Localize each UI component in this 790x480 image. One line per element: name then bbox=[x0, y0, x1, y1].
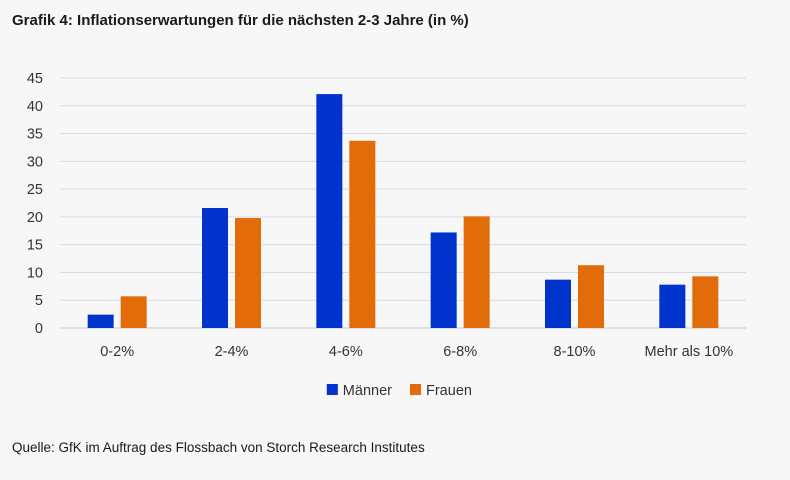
x-axis-ticks: 0-2% 2-4% 4-6% 6-8% 8-10% Mehr als 10% bbox=[100, 344, 733, 360]
bar-m-nner bbox=[202, 208, 228, 328]
legend-label: Männer bbox=[343, 383, 392, 399]
legend-label: Frauen bbox=[426, 383, 472, 399]
bar-frauen bbox=[463, 216, 490, 328]
legend-swatch bbox=[326, 384, 338, 395]
legend: Männer Frauen bbox=[326, 383, 472, 399]
x-tick-label: 0-2% bbox=[100, 344, 134, 360]
bar-frauen bbox=[120, 296, 147, 328]
x-tick-label: 6-8% bbox=[443, 344, 477, 360]
y-tick-label: 10 bbox=[27, 265, 43, 281]
legend-swatch bbox=[410, 384, 421, 395]
y-tick-label: 20 bbox=[27, 210, 43, 226]
bar-m-nner bbox=[430, 232, 457, 328]
bar-m-nner bbox=[659, 284, 686, 328]
x-tick-label: 4-6% bbox=[329, 344, 363, 360]
bar-m-nner bbox=[87, 314, 114, 328]
gridlines bbox=[60, 77, 746, 329]
y-tick-label: 35 bbox=[27, 127, 43, 143]
y-tick-label: 0 bbox=[35, 321, 43, 337]
x-tick-label: 8-10% bbox=[554, 344, 596, 360]
bars bbox=[87, 94, 719, 328]
bar-chart: 0 5 10 15 20 25 30 35 40 45 0-2% 2-4% 4-6% 6-8% 8-10%… bbox=[27, 71, 746, 399]
y-tick-label: 30 bbox=[27, 154, 43, 170]
bar-frauen bbox=[349, 140, 376, 328]
bar-m-nner bbox=[545, 279, 571, 328]
x-tick-label: 2-4% bbox=[215, 344, 249, 360]
chart-title: Grafik 4: Inflationserwartungen für die … bbox=[12, 12, 469, 29]
y-tick-label: 40 bbox=[27, 99, 43, 115]
bar-frauen bbox=[235, 218, 261, 328]
x-tick-label: Mehr als 10% bbox=[645, 344, 734, 360]
y-tick-label: 25 bbox=[27, 182, 43, 198]
bar-frauen bbox=[578, 265, 604, 328]
source-note: Quelle: GfK im Auftrag des Flossbach von… bbox=[12, 440, 425, 455]
bar-frauen bbox=[692, 276, 719, 328]
y-tick-label: 5 bbox=[35, 293, 43, 309]
y-tick-label: 45 bbox=[27, 71, 43, 87]
bar-m-nner bbox=[316, 94, 343, 328]
y-tick-label: 15 bbox=[27, 238, 43, 254]
y-axis-ticks: 0 5 10 15 20 25 30 35 40 45 bbox=[27, 71, 43, 337]
